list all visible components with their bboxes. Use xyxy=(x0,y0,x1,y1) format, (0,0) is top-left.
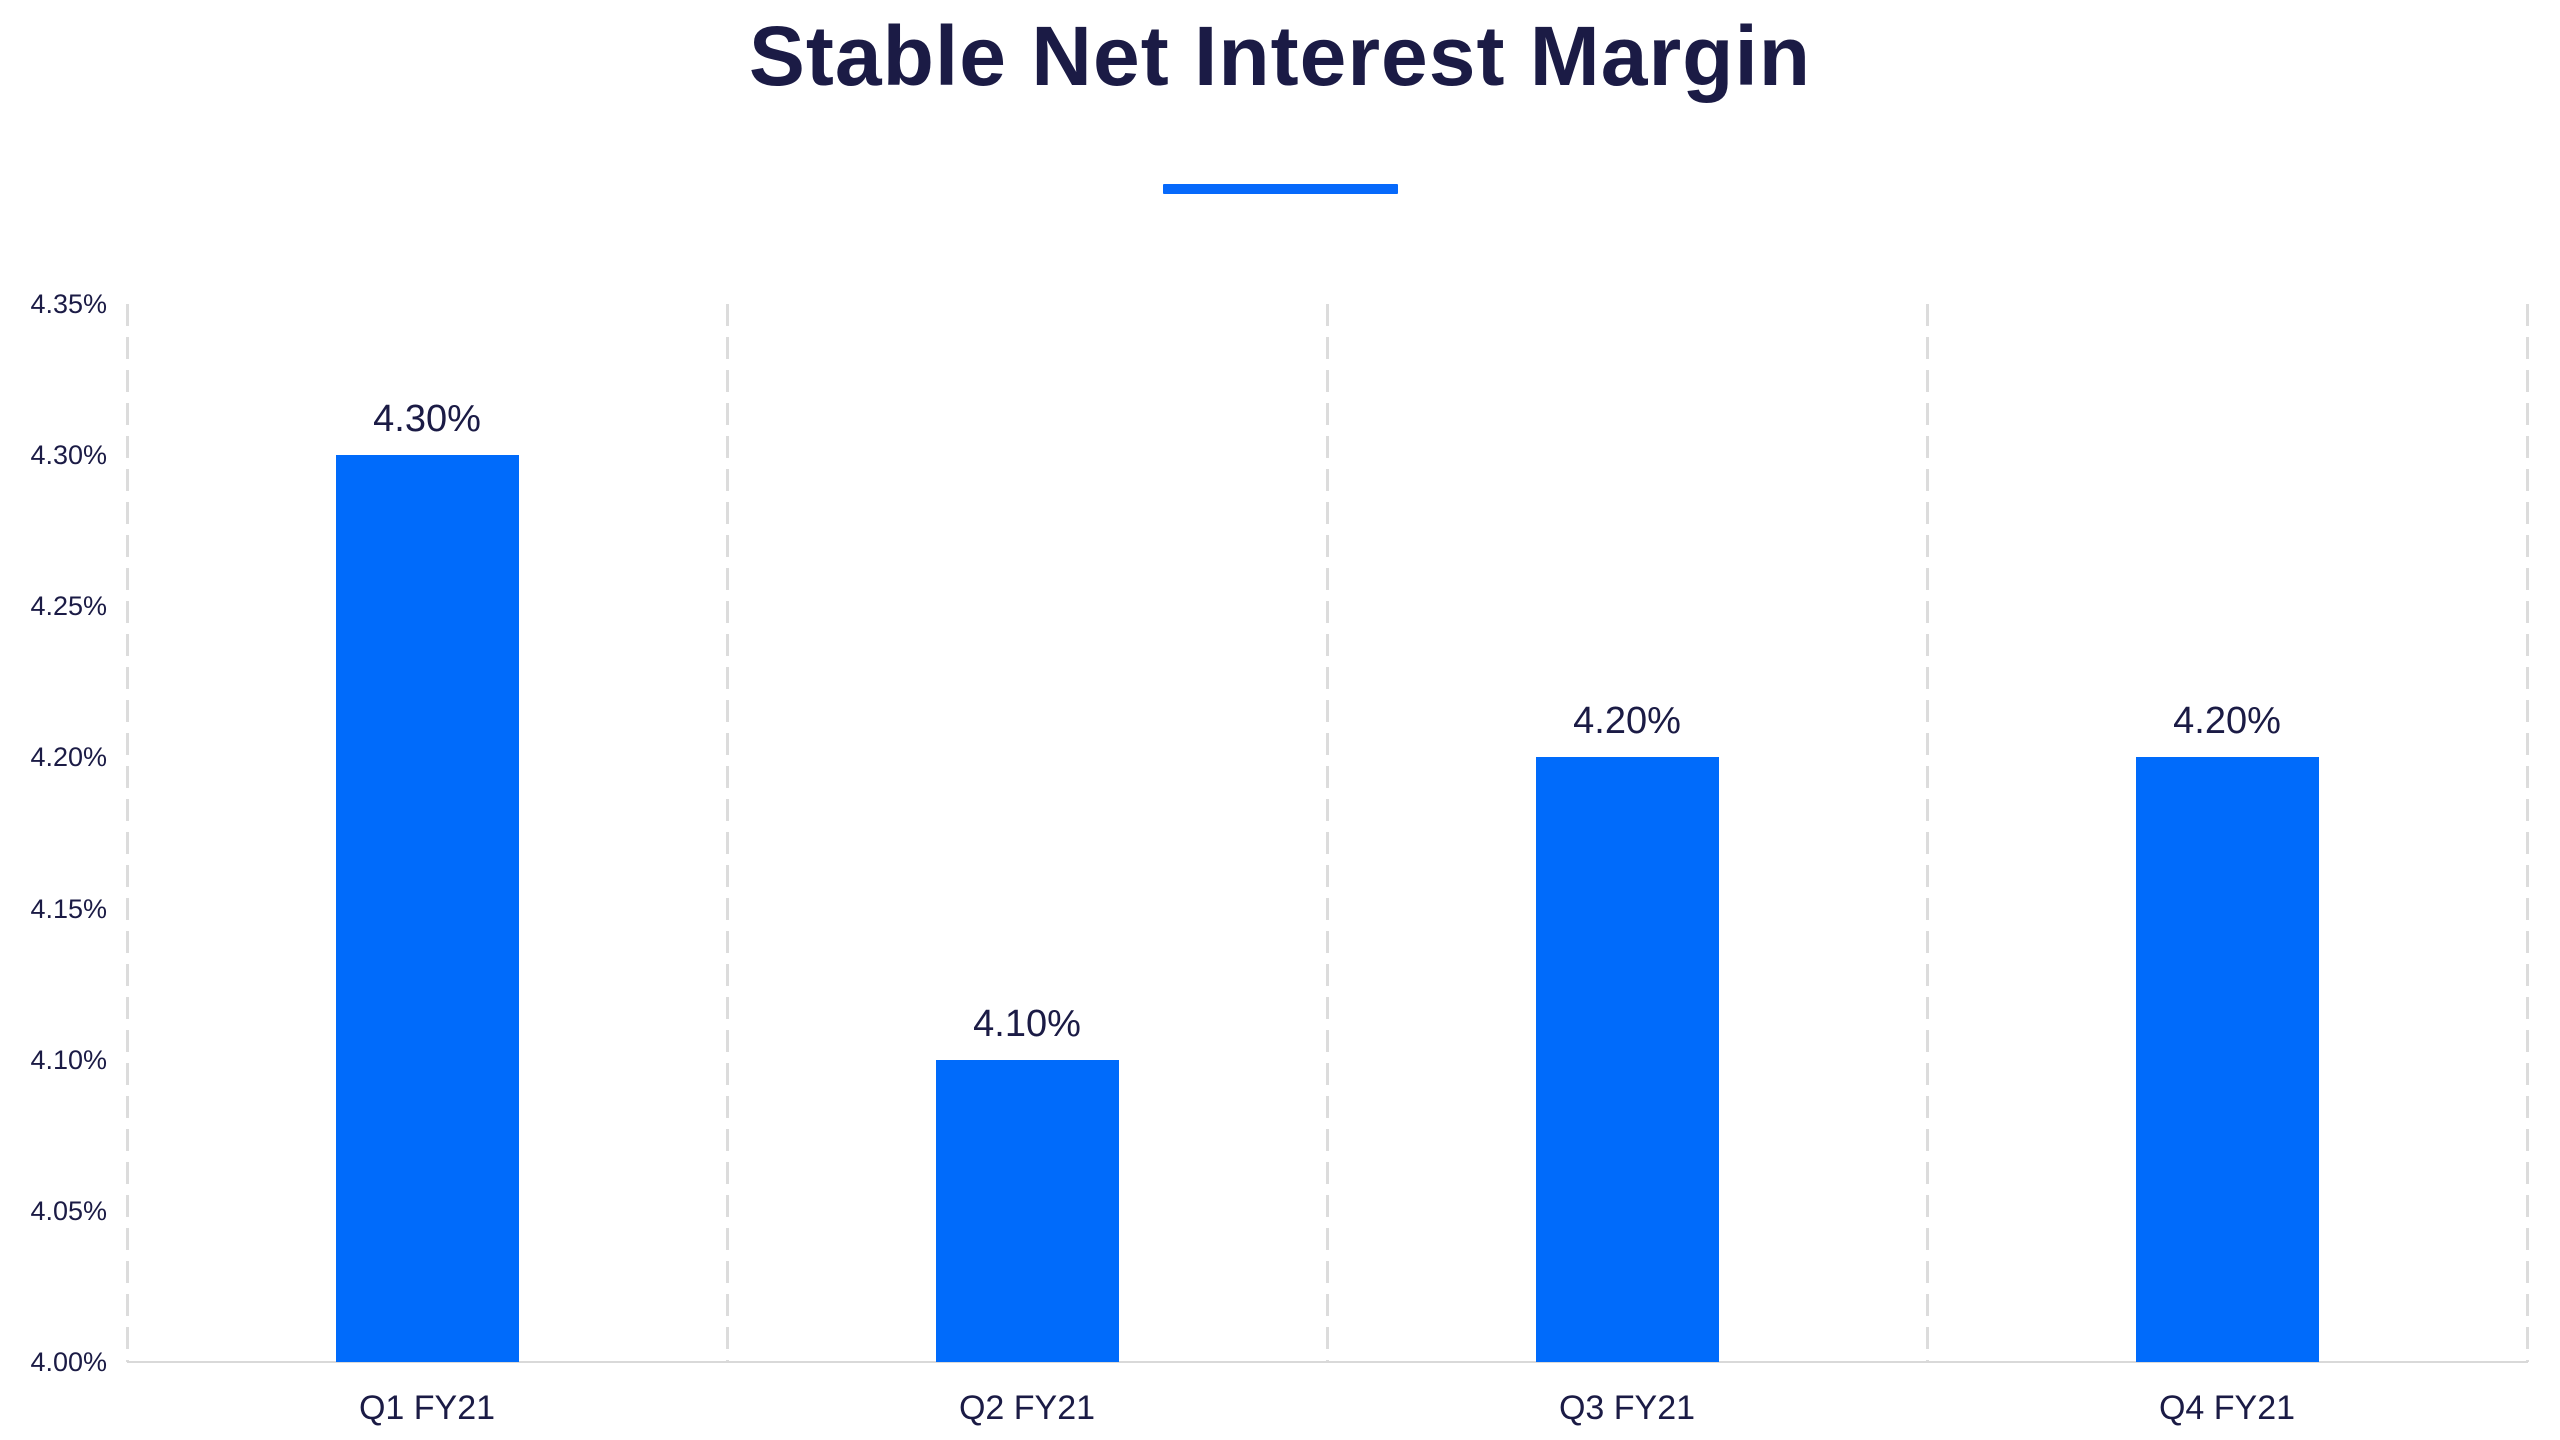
category-label: Q4 FY21 xyxy=(2158,1389,2296,1427)
bar-value-label: 4.20% xyxy=(2173,700,2281,743)
title-underline-accent xyxy=(1163,184,1398,194)
grid-line-vertical xyxy=(1325,304,1329,1362)
y-tick-label: 4.35% xyxy=(30,289,107,319)
bar-q3-fy21 xyxy=(1535,757,1719,1362)
category-label: Q1 FY21 xyxy=(358,1389,496,1427)
y-tick-label: 4.20% xyxy=(30,742,107,773)
y-tick-label: 4.00% xyxy=(30,1347,107,1377)
category-label: Q2 FY21 xyxy=(958,1389,1096,1427)
y-tick-label: 4.30% xyxy=(30,440,107,471)
plot-area xyxy=(125,304,2529,1363)
y-tick-label: 4.10% xyxy=(30,1044,107,1075)
grid-line-vertical xyxy=(2525,304,2529,1362)
bar-q4-fy21 xyxy=(2135,757,2319,1362)
grid-line-vertical xyxy=(1925,304,1929,1362)
grid-line-vertical xyxy=(125,304,129,1362)
bar-value-label: 4.10% xyxy=(973,1002,1081,1045)
y-tick-label: 4.25% xyxy=(30,591,107,622)
x-axis-line xyxy=(127,1361,2528,1363)
chart-title: Stable Net Interest Margin xyxy=(748,9,1812,103)
y-tick-label: 4.15% xyxy=(30,893,107,924)
bar-value-label: 4.20% xyxy=(1573,700,1681,743)
bar-q1-fy21 xyxy=(335,455,519,1362)
grid-line-vertical xyxy=(725,304,729,1362)
bar-value-label: 4.30% xyxy=(373,398,481,441)
category-label: Q3 FY21 xyxy=(1558,1389,1696,1427)
bar-q2-fy21 xyxy=(935,1059,1119,1362)
y-tick-label: 4.05% xyxy=(30,1195,107,1226)
